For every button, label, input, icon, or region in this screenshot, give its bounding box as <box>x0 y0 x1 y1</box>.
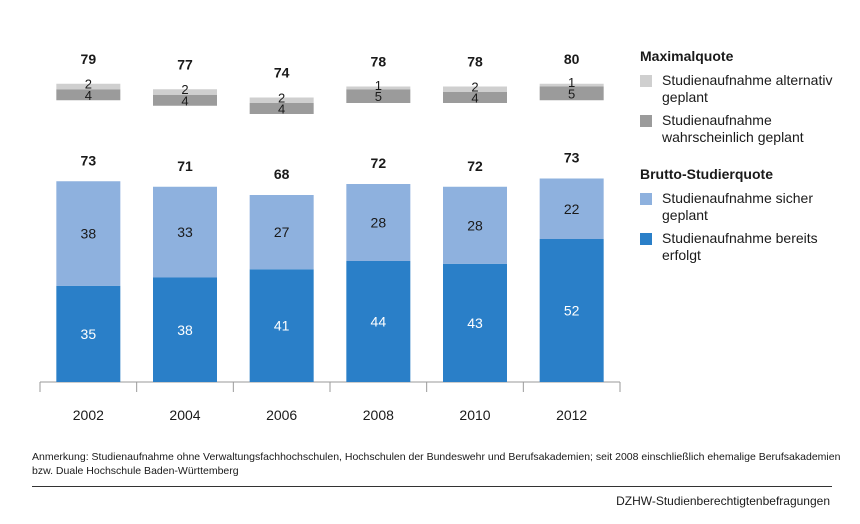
bar-wahrscheinlich-geplant <box>249 103 314 114</box>
data-label-alternativ-geplant: 2 <box>85 77 92 92</box>
legend-swatch <box>640 75 652 87</box>
total-label-maximal: 78 <box>371 54 387 70</box>
bar-sicher-geplant <box>56 181 121 286</box>
data-label-sicher-geplant: 33 <box>177 224 193 240</box>
bar-alternativ-geplant <box>249 97 314 103</box>
bar-wahrscheinlich-geplant <box>56 89 121 101</box>
legend-group-title: Maximalquote <box>640 48 734 64</box>
data-label-wahrscheinlich-geplant: 5 <box>568 86 575 101</box>
bar-wahrscheinlich-geplant <box>153 94 217 106</box>
total-label-brutto: 73 <box>564 150 580 166</box>
bar-bereits-erfolgt <box>249 269 314 382</box>
legend-item-erfolgt: Studienaufnahme bereits erfolgt <box>640 230 855 264</box>
bar-alternativ-geplant <box>56 83 121 90</box>
total-label-maximal: 78 <box>467 54 483 70</box>
legend-item-sicher: Studienaufnahme sicher geplant <box>640 190 855 224</box>
bar-wahrscheinlich-geplant <box>346 89 411 103</box>
total-label-brutto: 72 <box>467 158 483 174</box>
data-label-wahrscheinlich-geplant: 4 <box>278 102 285 117</box>
legend-group-brutto: Brutto-Studierquote Studienaufnahme sich… <box>640 166 855 264</box>
legend-label: Studienaufnahme sicher geplant <box>662 190 813 223</box>
total-label-brutto: 73 <box>81 152 97 168</box>
total-label-maximal: 79 <box>81 51 97 67</box>
data-label-alternativ-geplant: 1 <box>375 78 382 93</box>
data-label-bereits-erfolgt: 38 <box>177 322 193 338</box>
bar-bereits-erfolgt <box>153 277 217 382</box>
bar-sicher-geplant <box>249 195 314 270</box>
data-label-sicher-geplant: 27 <box>274 224 290 240</box>
legend-group-maximalquote: Maximalquote Studienaufnahme alternativ … <box>640 48 855 146</box>
bar-sicher-geplant <box>153 186 217 278</box>
bar-sicher-geplant <box>443 186 507 264</box>
data-label-bereits-erfolgt: 44 <box>371 314 387 330</box>
total-label-maximal: 74 <box>274 65 290 81</box>
divider <box>32 486 832 487</box>
total-label-brutto: 72 <box>371 155 387 171</box>
data-label-wahrscheinlich-geplant: 4 <box>85 88 92 103</box>
data-label-sicher-geplant: 28 <box>467 217 483 233</box>
legend: Maximalquote Studienaufnahme alternativ … <box>640 48 855 282</box>
legend-item-alternativ: Studienaufnahme alternativ geplant <box>640 72 855 106</box>
total-label-maximal: 80 <box>564 51 580 67</box>
data-label-sicher-geplant: 38 <box>81 226 97 242</box>
bar-wahrscheinlich-geplant <box>443 92 507 103</box>
bar-bereits-erfolgt <box>56 285 121 382</box>
data-label-bereits-erfolgt: 43 <box>467 315 483 331</box>
stacked-bar-chart: 3538734279200238337142772004412768427420… <box>39 51 621 423</box>
bar-alternativ-geplant <box>153 89 217 95</box>
bar-bereits-erfolgt <box>346 261 411 382</box>
legend-label: Studienaufnahme bereits erfolgt <box>662 230 818 263</box>
x-tick-label: 2010 <box>459 407 490 423</box>
data-label-alternativ-geplant: 1 <box>568 75 575 90</box>
source-label: DZHW-Studienberechtigtenbefragungen <box>616 494 830 508</box>
legend-label: Studienaufnahme wahrscheinlich geplant <box>662 112 804 145</box>
data-label-bereits-erfolgt: 35 <box>81 326 97 342</box>
legend-group-title: Brutto-Studierquote <box>640 166 773 182</box>
data-label-bereits-erfolgt: 41 <box>274 318 290 334</box>
x-tick-label: 2002 <box>73 407 104 423</box>
legend-swatch <box>640 115 652 127</box>
bar-alternativ-geplant <box>539 83 604 87</box>
bar-alternativ-geplant <box>346 86 411 90</box>
total-label-brutto: 71 <box>177 158 193 174</box>
data-label-alternativ-geplant: 2 <box>278 90 285 105</box>
legend-label: Studienaufnahme alternativ geplant <box>662 72 833 105</box>
bar-sicher-geplant <box>539 178 604 239</box>
data-label-wahrscheinlich-geplant: 5 <box>375 89 382 104</box>
total-label-maximal: 77 <box>177 56 193 72</box>
bar-bereits-erfolgt <box>539 239 604 382</box>
x-tick-label: 2012 <box>556 407 587 423</box>
legend-swatch <box>640 193 652 205</box>
data-label-wahrscheinlich-geplant: 4 <box>181 93 188 108</box>
total-label-brutto: 68 <box>274 166 290 182</box>
data-label-wahrscheinlich-geplant: 4 <box>471 91 478 106</box>
bar-alternativ-geplant <box>443 86 507 92</box>
data-label-alternativ-geplant: 2 <box>181 82 188 97</box>
bar-wahrscheinlich-geplant <box>539 86 604 101</box>
chart-note: Anmerkung: Studienaufnahme ohne Verwaltu… <box>32 451 841 477</box>
x-tick-label: 2006 <box>266 407 297 423</box>
data-label-alternativ-geplant: 2 <box>471 79 478 94</box>
data-label-sicher-geplant: 22 <box>564 201 580 217</box>
legend-swatch <box>640 233 652 245</box>
x-tick-label: 2004 <box>169 407 200 423</box>
x-tick-label: 2008 <box>363 407 394 423</box>
data-label-sicher-geplant: 28 <box>371 215 387 231</box>
bar-sicher-geplant <box>346 184 411 261</box>
legend-item-wahrscheinlich: Studienaufnahme wahrscheinlich geplant <box>640 112 855 146</box>
bar-bereits-erfolgt <box>443 263 507 382</box>
data-label-bereits-erfolgt: 52 <box>564 303 580 319</box>
